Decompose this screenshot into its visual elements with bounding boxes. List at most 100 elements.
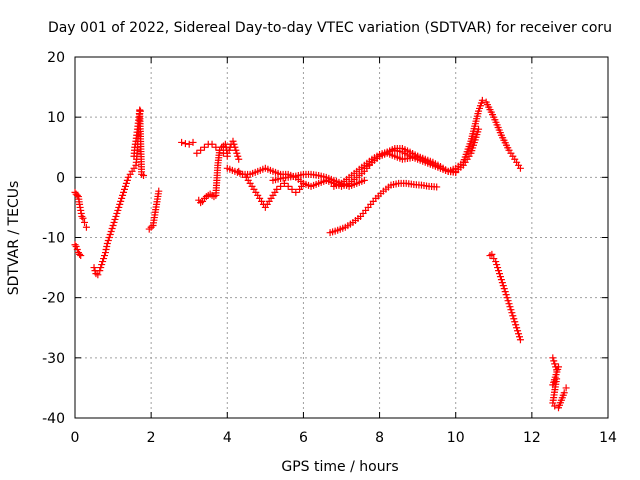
data-point (223, 152, 231, 160)
data-point (515, 330, 523, 338)
data-point (117, 197, 125, 205)
data-point-interp (502, 291, 510, 299)
data-point-interp (114, 206, 122, 214)
x-tick-label: 2 (147, 430, 156, 446)
data-point (101, 249, 109, 257)
data-point (433, 183, 441, 191)
data-point (94, 271, 102, 279)
data-point-interp (112, 212, 120, 220)
data-point-interp (495, 267, 503, 275)
chart-title: Day 001 of 2022, Sidereal Day-to-day VTE… (48, 20, 612, 36)
data-point-interp (123, 176, 131, 184)
data-point (288, 185, 296, 193)
y-axis-label: SDTVAR / TECUs (6, 181, 22, 296)
data-point (189, 138, 197, 146)
data-point-interp (496, 273, 504, 281)
data-point (509, 312, 517, 320)
data-point (72, 243, 80, 251)
data-point (122, 179, 130, 187)
data-point (495, 270, 503, 278)
data-point (136, 106, 144, 114)
data-point (103, 240, 111, 248)
x-tick-label: 0 (71, 430, 80, 446)
data-point-interp (108, 224, 116, 232)
data-point (107, 227, 115, 235)
data-point-interp (110, 218, 118, 226)
data-point (208, 140, 216, 148)
data-point (178, 138, 186, 146)
data-point (233, 149, 241, 157)
data-point (505, 300, 513, 308)
data-point-interp (508, 309, 516, 317)
data-point (292, 188, 300, 196)
x-tick-label: 6 (299, 430, 308, 446)
data-point (197, 146, 205, 154)
data-point (82, 223, 90, 231)
ticks: 0 2 4 6 8 10 12 14 -40 -30 -20 -10 0 10 20 (42, 50, 617, 446)
data-point (475, 125, 483, 133)
data-point (478, 96, 486, 104)
data-point (488, 250, 496, 258)
data-point (494, 264, 502, 272)
data-point (513, 324, 521, 332)
data-point (492, 258, 500, 266)
data-point-interp (101, 252, 109, 260)
x-tick-label: 8 (375, 430, 384, 446)
data-point (284, 182, 292, 190)
y-tick-label: 20 (47, 50, 65, 66)
data-point (511, 318, 519, 326)
data-point-interp (230, 140, 238, 148)
data-point (193, 149, 201, 157)
y-tick-label: -40 (42, 411, 65, 427)
data-point-interp (99, 258, 107, 266)
data-point-interp (515, 333, 523, 341)
x-tick-label: 4 (223, 430, 232, 446)
data-point (115, 203, 123, 211)
data-point-interp (104, 237, 112, 245)
data-point-interp (503, 294, 511, 302)
data-points (71, 96, 570, 412)
data-point (140, 172, 148, 180)
data-point-interp (234, 152, 242, 160)
data-point (235, 155, 243, 163)
data-point (100, 255, 108, 263)
data-point (212, 143, 220, 151)
grid (75, 57, 608, 418)
data-point (452, 169, 460, 177)
data-point-interp (510, 315, 518, 323)
data-point (73, 191, 81, 199)
x-tick-label: 10 (447, 430, 465, 446)
data-point-interp (102, 246, 110, 254)
y-tick-label: 10 (47, 110, 65, 126)
data-point-interp (498, 279, 506, 287)
data-point (225, 146, 233, 154)
data-point-interp (504, 297, 512, 305)
data-point (76, 250, 84, 258)
data-point (219, 149, 227, 157)
data-point (280, 179, 288, 187)
data-point (136, 107, 144, 115)
data-point (360, 176, 368, 184)
data-point (98, 261, 106, 269)
data-point (560, 389, 568, 397)
data-point (273, 185, 281, 193)
y-tick-label: -10 (42, 231, 65, 247)
data-point (73, 246, 81, 254)
x-axis-label: GPS time / hours (281, 459, 398, 475)
data-point (229, 137, 237, 145)
data-point (497, 276, 505, 284)
data-point (181, 140, 189, 148)
data-point (277, 182, 285, 190)
data-point (231, 143, 239, 151)
data-point (81, 218, 89, 226)
data-point-interp (103, 243, 111, 251)
y-tick-label: -20 (42, 291, 65, 307)
data-point (216, 146, 224, 154)
data-point (120, 185, 128, 193)
y-tick-label: -30 (42, 351, 65, 367)
data-point (77, 252, 85, 260)
data-point-interp (106, 230, 114, 238)
data-point-interp (506, 303, 514, 311)
data-point-interp (121, 182, 129, 190)
